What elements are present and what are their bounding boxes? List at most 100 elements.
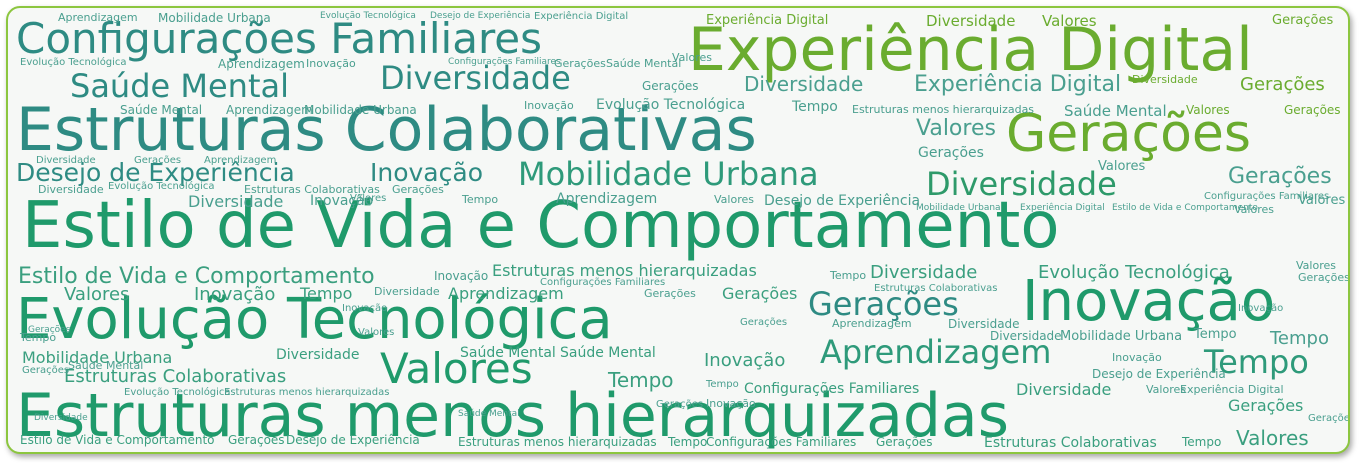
word-diversidade-small4: Diversidade	[36, 155, 96, 166]
word-diversidade-small5: Diversidade	[38, 183, 104, 196]
word-tempo-small4: Tempo	[1270, 328, 1329, 349]
word-tempo-small5: Tempo	[20, 331, 57, 344]
word-geracoes-small14: Gerações	[28, 325, 71, 335]
word-diversidade-small3: Diversidade	[1132, 73, 1198, 86]
word-experiencia-small2: Experiência Digital	[706, 13, 829, 28]
word-mobilidade-small3: Mobilidade Urbana	[916, 203, 1001, 213]
word-geracoes-small2: Gerações	[554, 57, 606, 70]
word-estilo-vida-medium: Estilo de Vida e Comportamento	[18, 264, 375, 289]
word-mobilidade-small: Mobilidade Urbana	[158, 11, 271, 25]
word-geracoes-mid: Gerações	[808, 285, 959, 323]
word-saude-mental-mid2: Saúde Mental	[560, 345, 656, 361]
word-tempo-mid: Tempo	[1204, 343, 1309, 381]
word-desejo-small: Desejo de Experiência	[430, 11, 531, 21]
word-inovacao-small2: Inovação	[524, 99, 574, 112]
word-inovacao-mid2: Inovação	[704, 350, 786, 371]
word-aprendizagem-small5: Aprendizagem	[556, 191, 658, 207]
word-geracoes-small11: Gerações	[644, 287, 696, 300]
word-tempo-small6: Tempo	[706, 379, 739, 390]
word-estruturas-menos-small2: Estruturas menos hierarquizadas	[224, 387, 390, 398]
word-inovacao-small3: Inovação	[434, 269, 489, 283]
word-inovacao-mid: Inovação	[370, 158, 483, 187]
word-saude-small5: Saúde Mental	[458, 409, 520, 419]
word-estruturas-colab-small2: Estruturas Colaborativas	[874, 283, 998, 294]
word-diversidade-small8: Diversidade	[990, 329, 1062, 343]
word-experiencia-digital: Experiência Digital	[688, 15, 1253, 85]
word-valores-small6: Valores	[1298, 193, 1346, 208]
word-valores-small4: Valores	[916, 116, 996, 141]
word-estruturas-menos-medium: Estruturas menos hierarquizadas	[492, 261, 757, 280]
word-estruturas-colaborativas: Estruturas Colaborativas	[16, 95, 757, 165]
word-geracoes-right: Gerações	[1228, 396, 1304, 415]
word-inovacao-small6: Inovação	[1112, 351, 1162, 364]
word-geracoes-small7: Gerações	[134, 155, 182, 166]
word-inovacao-small5: Inovação	[1238, 303, 1284, 314]
word-estruturas-colab-left: Estruturas Colaborativas	[64, 366, 287, 387]
word-evolucao-right: Evolução Tecnológica	[1038, 262, 1230, 283]
word-diversidade-left2: Diversidade	[276, 347, 360, 363]
word-aprendizagem-mid: Aprendizagem	[820, 333, 1052, 371]
word-saude-small: Saúde Mental	[606, 57, 682, 70]
word-experiencia-small: Experiência Digital	[534, 11, 629, 22]
word-saude-mental-mid: Saúde Mental	[460, 345, 556, 361]
word-evolucao-small4: Evolução Tecnológica	[108, 181, 215, 192]
word-geracoes-small4: Gerações	[642, 79, 699, 93]
word-geracoes-small12: Gerações	[740, 317, 788, 328]
word-tempo-mid2: Tempo	[608, 368, 674, 392]
word-geracoes-bottom2: Gerações	[876, 435, 933, 449]
word-evolucao-small3: Evolução Tecnológica	[596, 97, 746, 113]
word-config-familiares-mid: Configurações Familiares	[744, 381, 920, 397]
word-saude-mental: Saúde Mental	[70, 67, 289, 105]
word-estilo-vida-large: Estilo de Vida e Comportamento	[22, 189, 1060, 263]
word-config-bottom: Configurações Familiares	[706, 435, 857, 449]
word-valores-small: Valores	[1042, 12, 1097, 30]
word-tempo-bottom2: Tempo	[1182, 435, 1222, 449]
word-aprendizagem-small4: Aprendizagem	[204, 155, 277, 166]
word-experiencia-small3: Experiência Digital	[1020, 203, 1105, 213]
word-inovacao-small: Inovação	[306, 57, 356, 70]
word-tempo-left: Tempo	[300, 284, 353, 303]
word-estruturas-menos-small: Estruturas menos hierarquizadas	[852, 103, 1035, 116]
word-valores-small10: Valores	[1146, 383, 1186, 396]
word-tempo-bottom: Tempo	[668, 435, 708, 449]
word-geracoes-small13: Gerações	[22, 365, 70, 376]
word-experiencia-medium: Experiência Digital	[914, 72, 1122, 97]
word-aprendizagem-left: Aprendizagem	[448, 284, 564, 303]
word-valores-small3: Valores	[1186, 103, 1230, 117]
word-evolucao-tecnologica: Evolução Tecnológica	[16, 287, 613, 352]
word-tempo-small3: Tempo	[1194, 327, 1237, 342]
word-diversidade: Diversidade	[380, 59, 571, 97]
word-config-small: Configurações Familiares	[448, 57, 561, 67]
word-estruturas-colab-small: Estruturas Colaborativas	[244, 183, 380, 196]
word-inovacao-small8: Inovação	[310, 193, 374, 209]
word-inovacao-large: Inovação	[1022, 269, 1276, 334]
word-aprendizagem-small: Aprendizagem	[58, 11, 138, 24]
word-tempo-small2: Tempo	[830, 269, 867, 282]
word-diversidade-mid: Diversidade	[926, 165, 1117, 203]
word-estilo-vida-bottom: Estilo de Vida e Comportamento	[20, 433, 215, 447]
word-desejo-small2: Desejo de Experiência	[764, 193, 921, 209]
word-geracoes-small10: Gerações	[1298, 271, 1350, 284]
word-evolucao-small2: Evolução Tecnológica	[20, 57, 127, 68]
word-geracoes-small16: Gerações	[1308, 413, 1350, 424]
word-valores-mid: Valores	[380, 344, 533, 393]
word-desejo-experiencia: Desejo de Experiência	[16, 158, 295, 187]
word-aprendizagem-small2: Aprendizagem	[218, 57, 305, 71]
word-geracoes-small8: Gerações	[1228, 164, 1332, 189]
word-evolucao-small: Evolução Tecnológica	[320, 11, 416, 21]
word-estruturas-menos: Estruturas menos hierarquizadas	[16, 381, 1009, 451]
word-geracoes-small5: Gerações	[1284, 103, 1341, 117]
word-geracoes-small3: Gerações	[1240, 74, 1325, 95]
word-geracoes-small: Gerações	[1272, 13, 1334, 28]
word-configuracoes-familiares: Configurações Familiares	[16, 14, 543, 63]
word-diversidade-right2: Diversidade	[1016, 380, 1112, 399]
word-valores-small9: Valores	[358, 327, 395, 338]
word-diversidade-small2: Diversidade	[744, 72, 864, 96]
word-geracoes-small6: Gerações	[918, 145, 984, 161]
word-cloud-card: Configurações Familiares Experiência Dig…	[6, 6, 1350, 454]
word-mobilidade-left: Mobilidade Urbana	[22, 348, 173, 367]
word-valores-left: Valores	[64, 284, 130, 305]
word-valores-small11: Valores	[350, 193, 387, 204]
word-diversidade-small: Diversidade	[926, 12, 1016, 30]
word-inovacao-small7: Inovação	[706, 397, 756, 410]
